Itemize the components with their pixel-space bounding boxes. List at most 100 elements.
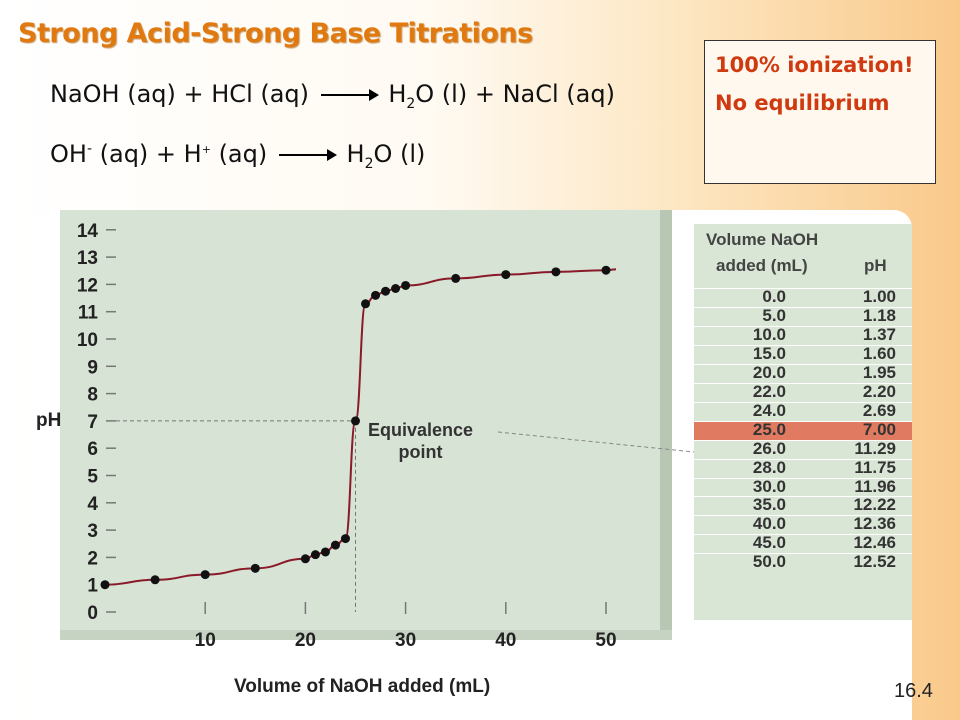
table-row: 45.0 12.46	[694, 533, 912, 553]
x-tick-label: 20	[295, 630, 316, 651]
table-cell-ph: 1.60	[862, 343, 896, 363]
data-point	[551, 267, 561, 277]
y-tick-label: 9	[87, 357, 98, 378]
table-cell-ph: 2.69	[862, 400, 896, 420]
data-point	[150, 575, 160, 585]
y-axis-label: pH	[36, 410, 62, 431]
slide-number: 16.4	[894, 680, 933, 702]
table-header: Volume NaOH added (mL) pH	[694, 224, 912, 284]
table-row: 22.0 2.20	[694, 381, 912, 402]
data-point	[501, 270, 511, 280]
slide-title: Strong Acid-Strong Base Titrations	[18, 18, 533, 49]
y-tick-label: 12	[77, 275, 98, 296]
table-cell-ph: 11.75	[854, 457, 896, 477]
y-tick-label: 14	[77, 221, 99, 242]
table-cell-volume: 20.0	[752, 362, 786, 382]
table-row: 20.0 1.95	[694, 362, 912, 383]
equation-net-ionic: OH- (aq) + H+ (aq) H2O (l)	[50, 140, 425, 172]
table-row: 0.0 1.00	[694, 287, 912, 307]
table-cell-ph: 12.52	[853, 552, 896, 572]
x-tick-label: 40	[495, 630, 516, 651]
table-cell-volume: 10.0	[752, 324, 786, 344]
table-cell-ph: 12.46	[853, 533, 896, 553]
equivalence-point-label: Equivalence point	[368, 419, 473, 463]
data-point	[200, 570, 210, 580]
table-cell-volume: 26.0	[752, 438, 786, 458]
data-point	[340, 534, 350, 544]
table-cell-ph: 11.96	[854, 476, 896, 496]
table-cell-volume: 50.0	[752, 552, 786, 572]
table-row: 5.0 1.18	[694, 305, 912, 326]
note-no-equilibrium: No equilibrium	[715, 91, 890, 115]
titration-curve-line	[104, 268, 617, 586]
table-cell-volume: 30.0	[752, 476, 786, 496]
y-tick-label: 5	[87, 467, 98, 488]
y-tick-label: 13	[77, 248, 98, 269]
x-axis-label: Volume of NaOH added (mL)	[234, 676, 491, 697]
table-cell-volume: 28.0	[752, 457, 786, 477]
eq2-sub: 2	[364, 155, 374, 172]
data-point	[320, 547, 330, 557]
table-cell-volume: 5.0	[762, 305, 786, 325]
data-point	[300, 554, 310, 564]
data-point	[361, 299, 371, 309]
table-cell-volume: 15.0	[752, 343, 786, 363]
table-cell-ph: 11.29	[854, 438, 896, 458]
eq2-oh-sup: -	[86, 141, 92, 157]
x-tick-label: 50	[595, 630, 616, 651]
eq1-o: O (l)	[415, 80, 468, 108]
table-row: 10.0 1.37	[694, 324, 912, 345]
eq2-oh: OH	[50, 140, 87, 168]
eq2-h: H	[346, 140, 365, 168]
data-point	[451, 273, 461, 283]
table-cell-volume: 25.0	[752, 419, 786, 439]
table-row: 50.0 12.52	[694, 552, 912, 572]
table-connector-line	[497, 431, 695, 453]
y-tick-label: 4	[87, 494, 98, 515]
table-cell-ph: 7.00	[862, 419, 896, 439]
table-cell-ph: 12.22	[853, 495, 896, 515]
eq1-h: H	[388, 80, 407, 108]
y-tick-label: 11	[78, 303, 99, 324]
data-point	[250, 563, 260, 573]
eq1-left: NaOH (aq) + HCl (aq)	[50, 80, 310, 108]
table-cell-volume: 24.0	[752, 400, 786, 420]
plot-depth-side	[660, 210, 672, 630]
table-header-volume-1: Volume NaOH	[706, 230, 819, 249]
table-row: 24.0 2.69	[694, 400, 912, 421]
y-tick-label: 7	[87, 412, 98, 433]
table-cell-ph: 12.36	[853, 514, 896, 534]
reaction-arrow-icon	[320, 89, 379, 101]
x-tick-label: 10	[195, 630, 216, 651]
y-tick-label: 3	[87, 521, 98, 542]
y-tick-label: 10	[77, 330, 98, 351]
table-row: 40.0 12.36	[694, 514, 912, 534]
table-header-ph: pH	[864, 256, 887, 275]
table-row: 26.0 11.29	[694, 438, 912, 459]
eq2-o: O (l)	[373, 140, 426, 168]
table-cell-ph: 1.37	[862, 324, 896, 344]
data-point	[371, 290, 381, 300]
ionization-note-box: 100% ionization! No equilibrium	[704, 40, 936, 184]
table-cell-ph: 1.95	[862, 362, 896, 382]
data-point	[391, 283, 401, 293]
y-tick-label: 8	[87, 385, 98, 406]
y-tick-label: 1	[87, 576, 98, 597]
table-row: 15.0 1.60	[694, 343, 912, 364]
table-header-volume-2: added (mL)	[716, 256, 808, 275]
data-point	[351, 416, 360, 426]
table-row: 28.0 11.75	[694, 457, 912, 478]
y-tick-label: 6	[87, 439, 98, 460]
y-tick-label: 2	[87, 548, 98, 569]
table-cell-volume: 22.0	[752, 381, 786, 401]
equivalence-label-line1: Equivalence	[368, 420, 474, 440]
eq2-mid: (aq) + H	[92, 140, 202, 168]
data-point	[401, 280, 411, 290]
table-cell-volume: 45.0	[752, 533, 786, 553]
note-ionization: 100% ionization!	[715, 53, 914, 77]
plot-depth-bottom	[60, 630, 672, 640]
eq2-tail: (aq)	[210, 140, 268, 168]
table-cell-volume: 0.0	[762, 287, 786, 306]
table-row: 35.0 12.22	[694, 495, 912, 515]
